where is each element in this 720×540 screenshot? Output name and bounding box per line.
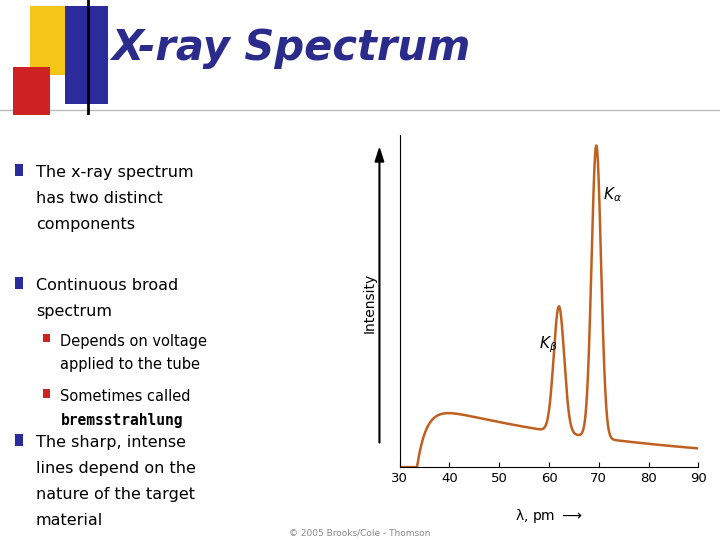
Text: $K_\alpha$: $K_\alpha$ [603,185,621,204]
Text: λ, pm $\longrightarrow$: λ, pm $\longrightarrow$ [515,507,583,525]
Bar [15,164,24,176]
Text: nature of the target: nature of the target [36,487,195,502]
Bar [43,389,50,397]
Text: spectrum: spectrum [36,304,112,319]
Text: has two distinct: has two distinct [36,191,163,206]
Text: Sometimes called: Sometimes called [60,389,191,404]
Text: © 2005 Brooks/Cole - Thomson: © 2005 Brooks/Cole - Thomson [289,528,431,537]
Text: Intensity: Intensity [362,272,377,333]
Text: components: components [36,217,135,232]
Text: bremsstrahlung: bremsstrahlung [60,413,183,428]
Bar [65,6,108,104]
Text: The x-ray spectrum: The x-ray spectrum [36,165,194,180]
Text: material: material [36,513,103,528]
Text: Continuous broad: Continuous broad [36,278,178,293]
Bar [30,6,82,75]
Text: $K_\beta$: $K_\beta$ [539,334,557,355]
Text: Depends on voltage: Depends on voltage [60,334,207,349]
Bar [15,277,24,289]
Bar [15,434,24,446]
Bar [13,67,50,115]
Text: X-ray Spectrum: X-ray Spectrum [112,28,471,69]
Text: The sharp, intense: The sharp, intense [36,435,186,450]
Bar [43,334,50,342]
Text: lines depend on the: lines depend on the [36,461,196,476]
Text: applied to the tube: applied to the tube [60,357,200,373]
